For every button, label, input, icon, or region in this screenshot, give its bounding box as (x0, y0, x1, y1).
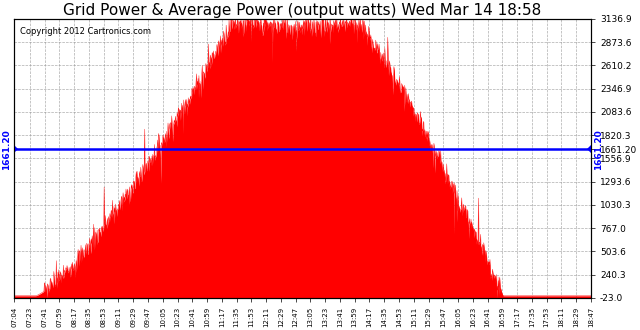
Text: 1661.20: 1661.20 (594, 129, 603, 170)
Text: Copyright 2012 Cartronics.com: Copyright 2012 Cartronics.com (20, 27, 151, 36)
Text: 1661.20: 1661.20 (3, 129, 12, 170)
Title: Grid Power & Average Power (output watts) Wed Mar 14 18:58: Grid Power & Average Power (output watts… (63, 3, 541, 18)
